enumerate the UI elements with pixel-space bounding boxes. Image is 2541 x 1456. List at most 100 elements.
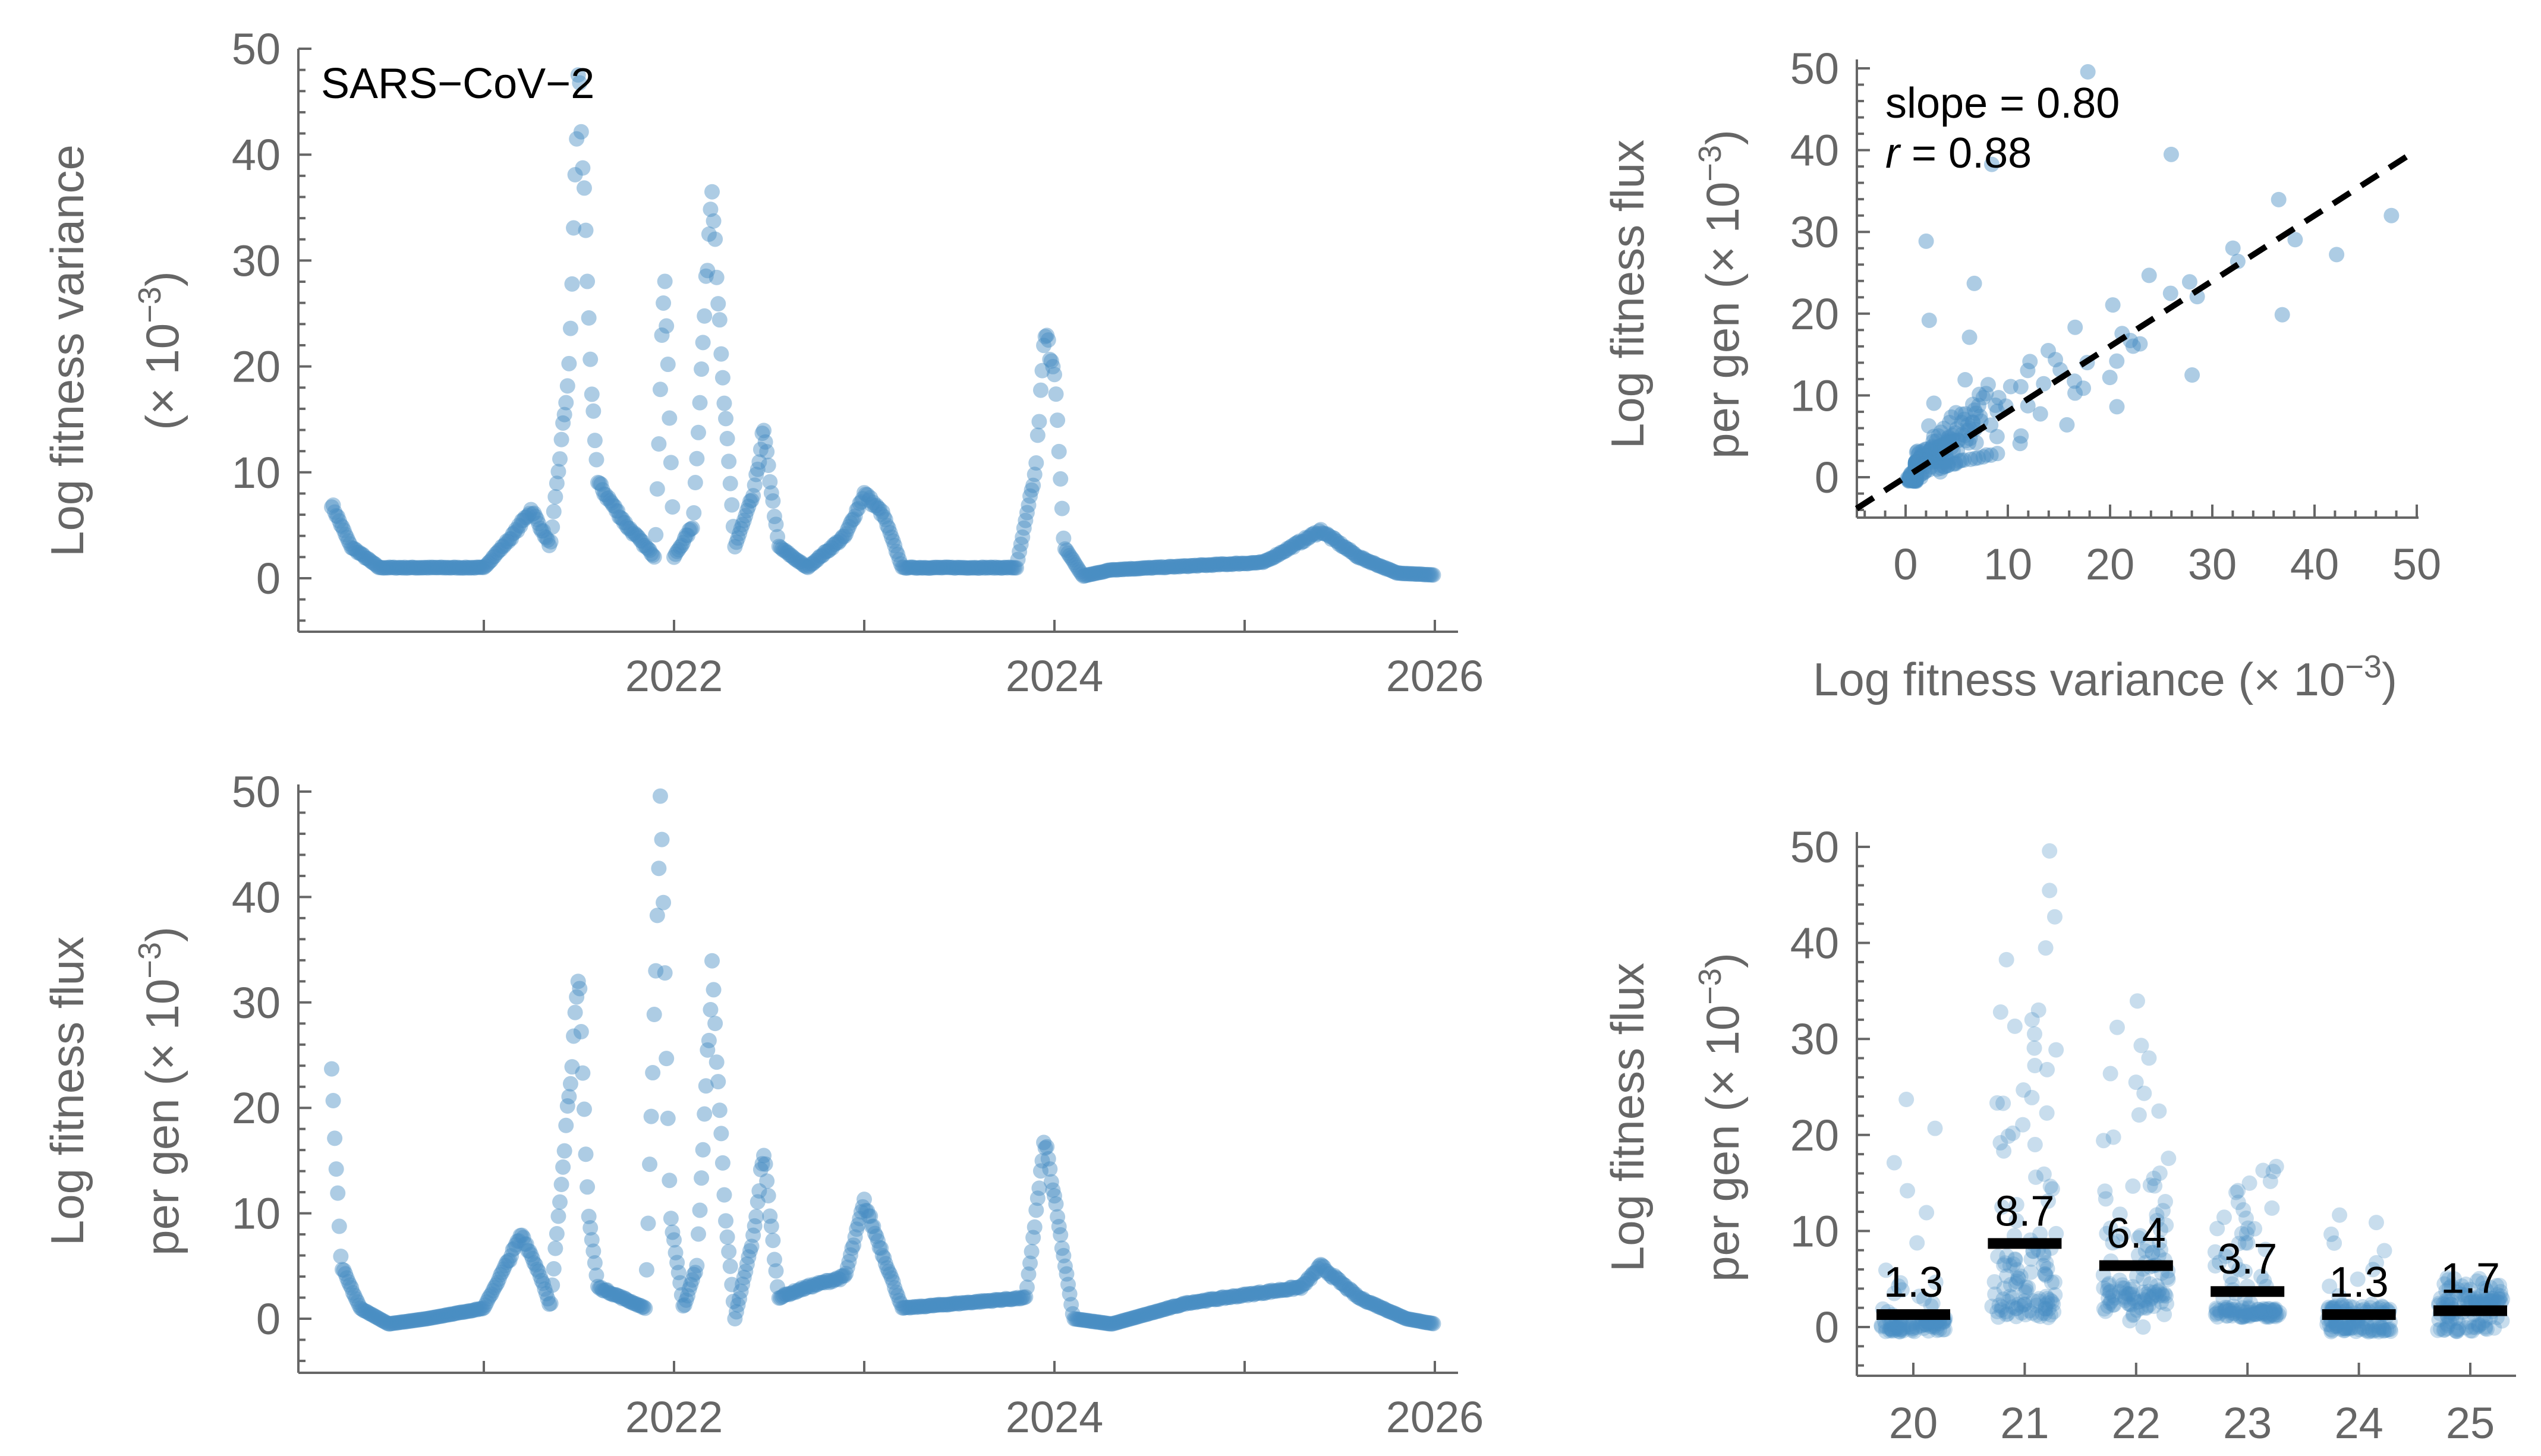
data-point: [857, 485, 872, 501]
data-point: [1320, 527, 1336, 543]
data-point: [334, 1262, 350, 1278]
data-point: [1233, 555, 1249, 571]
data-point: [1221, 556, 1238, 572]
data-point: [882, 1266, 898, 1282]
data-point: [1060, 545, 1076, 561]
data-point: [701, 226, 717, 242]
data-point: [789, 1283, 805, 1299]
data-point: [348, 542, 364, 558]
data-point: [1345, 545, 1361, 561]
data-point: [543, 1296, 559, 1312]
data-point: [1331, 536, 1347, 552]
data-point: [1954, 427, 1970, 443]
data-point: [523, 502, 539, 518]
x-tick-label: 24: [2334, 1398, 2383, 1448]
data-point: [518, 509, 534, 525]
data-point: [960, 560, 976, 576]
data-point: [710, 296, 726, 312]
data-point: [500, 534, 516, 550]
data-point: [1097, 1315, 1113, 1331]
data-point: [958, 560, 974, 576]
data-point: [1232, 556, 1248, 572]
data-point: [1235, 1287, 1251, 1303]
data-point: [709, 1054, 725, 1070]
data-point: [1406, 1312, 1422, 1328]
data-point: [404, 559, 420, 575]
data-point: [1929, 1322, 1945, 1338]
data-point: [594, 482, 610, 498]
data-point: [465, 560, 481, 576]
data-point: [1360, 1294, 1376, 1310]
data-point: [1296, 1276, 1312, 1292]
data-point: [1265, 549, 1281, 565]
data-point: [956, 1295, 972, 1311]
data-point: [2102, 1066, 2118, 1082]
data-point: [2015, 1117, 2031, 1133]
data-point: [665, 499, 681, 515]
data-point: [1144, 1304, 1160, 1321]
data-point: [1133, 560, 1149, 576]
data-point: [1066, 1311, 1082, 1327]
data-point: [1229, 1289, 1245, 1305]
data-point: [1138, 560, 1154, 576]
data-point: [1047, 1188, 1062, 1204]
data-point: [1908, 470, 1924, 486]
data-point: [497, 536, 513, 552]
data-point: [430, 560, 446, 576]
data-point: [564, 1059, 580, 1075]
data-point: [1891, 1323, 1907, 1340]
data-point: [380, 1316, 396, 1332]
data-point: [642, 1156, 658, 1173]
data-point: [1390, 565, 1406, 581]
data-point: [750, 1194, 766, 1210]
data-point: [559, 378, 575, 394]
data-point: [1361, 553, 1377, 569]
data-point: [1295, 1277, 1311, 1293]
data-point: [528, 509, 544, 525]
data-point: [798, 559, 814, 575]
data-point: [969, 560, 985, 576]
data-point: [1892, 1321, 1908, 1337]
data-point: [1904, 1321, 1920, 1337]
data-point: [1039, 327, 1055, 343]
data-point: [1893, 1275, 1909, 1291]
data-point: [1176, 1296, 1192, 1312]
data-point: [488, 546, 504, 562]
data-point: [903, 1299, 920, 1315]
data-point: [788, 1284, 804, 1300]
data-point: [2109, 353, 2125, 369]
data-point: [1984, 1299, 2000, 1315]
data-point: [1415, 1314, 1431, 1330]
data-point: [1895, 1319, 1912, 1335]
data-point: [1203, 1291, 1219, 1307]
data-point: [744, 492, 760, 508]
data-point: [1177, 1296, 1194, 1312]
data-point: [590, 474, 606, 490]
data-point: [1354, 1291, 1370, 1307]
data-point: [544, 519, 561, 535]
data-point: [896, 559, 912, 575]
data-point: [890, 1288, 906, 1304]
data-point: [1908, 468, 1924, 484]
data-point: [1015, 529, 1031, 545]
data-point: [2264, 1200, 2280, 1216]
data-point: [1165, 559, 1181, 575]
data-point: [1884, 1322, 1900, 1338]
data-point: [2262, 1301, 2278, 1317]
data-point: [505, 1241, 521, 1258]
data-point: [360, 551, 376, 567]
data-point: [1298, 530, 1314, 546]
data-point: [1203, 557, 1219, 573]
data-point: [509, 1233, 525, 1249]
data-point: [1197, 557, 1213, 573]
data-point: [482, 553, 498, 569]
data-point: [436, 1307, 452, 1323]
data-point: [993, 1293, 1009, 1309]
data-point: [680, 1288, 696, 1304]
data-point: [1361, 1294, 1377, 1310]
data-point: [1302, 528, 1318, 544]
data-point: [1913, 449, 1929, 465]
data-point: [493, 541, 509, 557]
data-point: [1954, 406, 1970, 423]
